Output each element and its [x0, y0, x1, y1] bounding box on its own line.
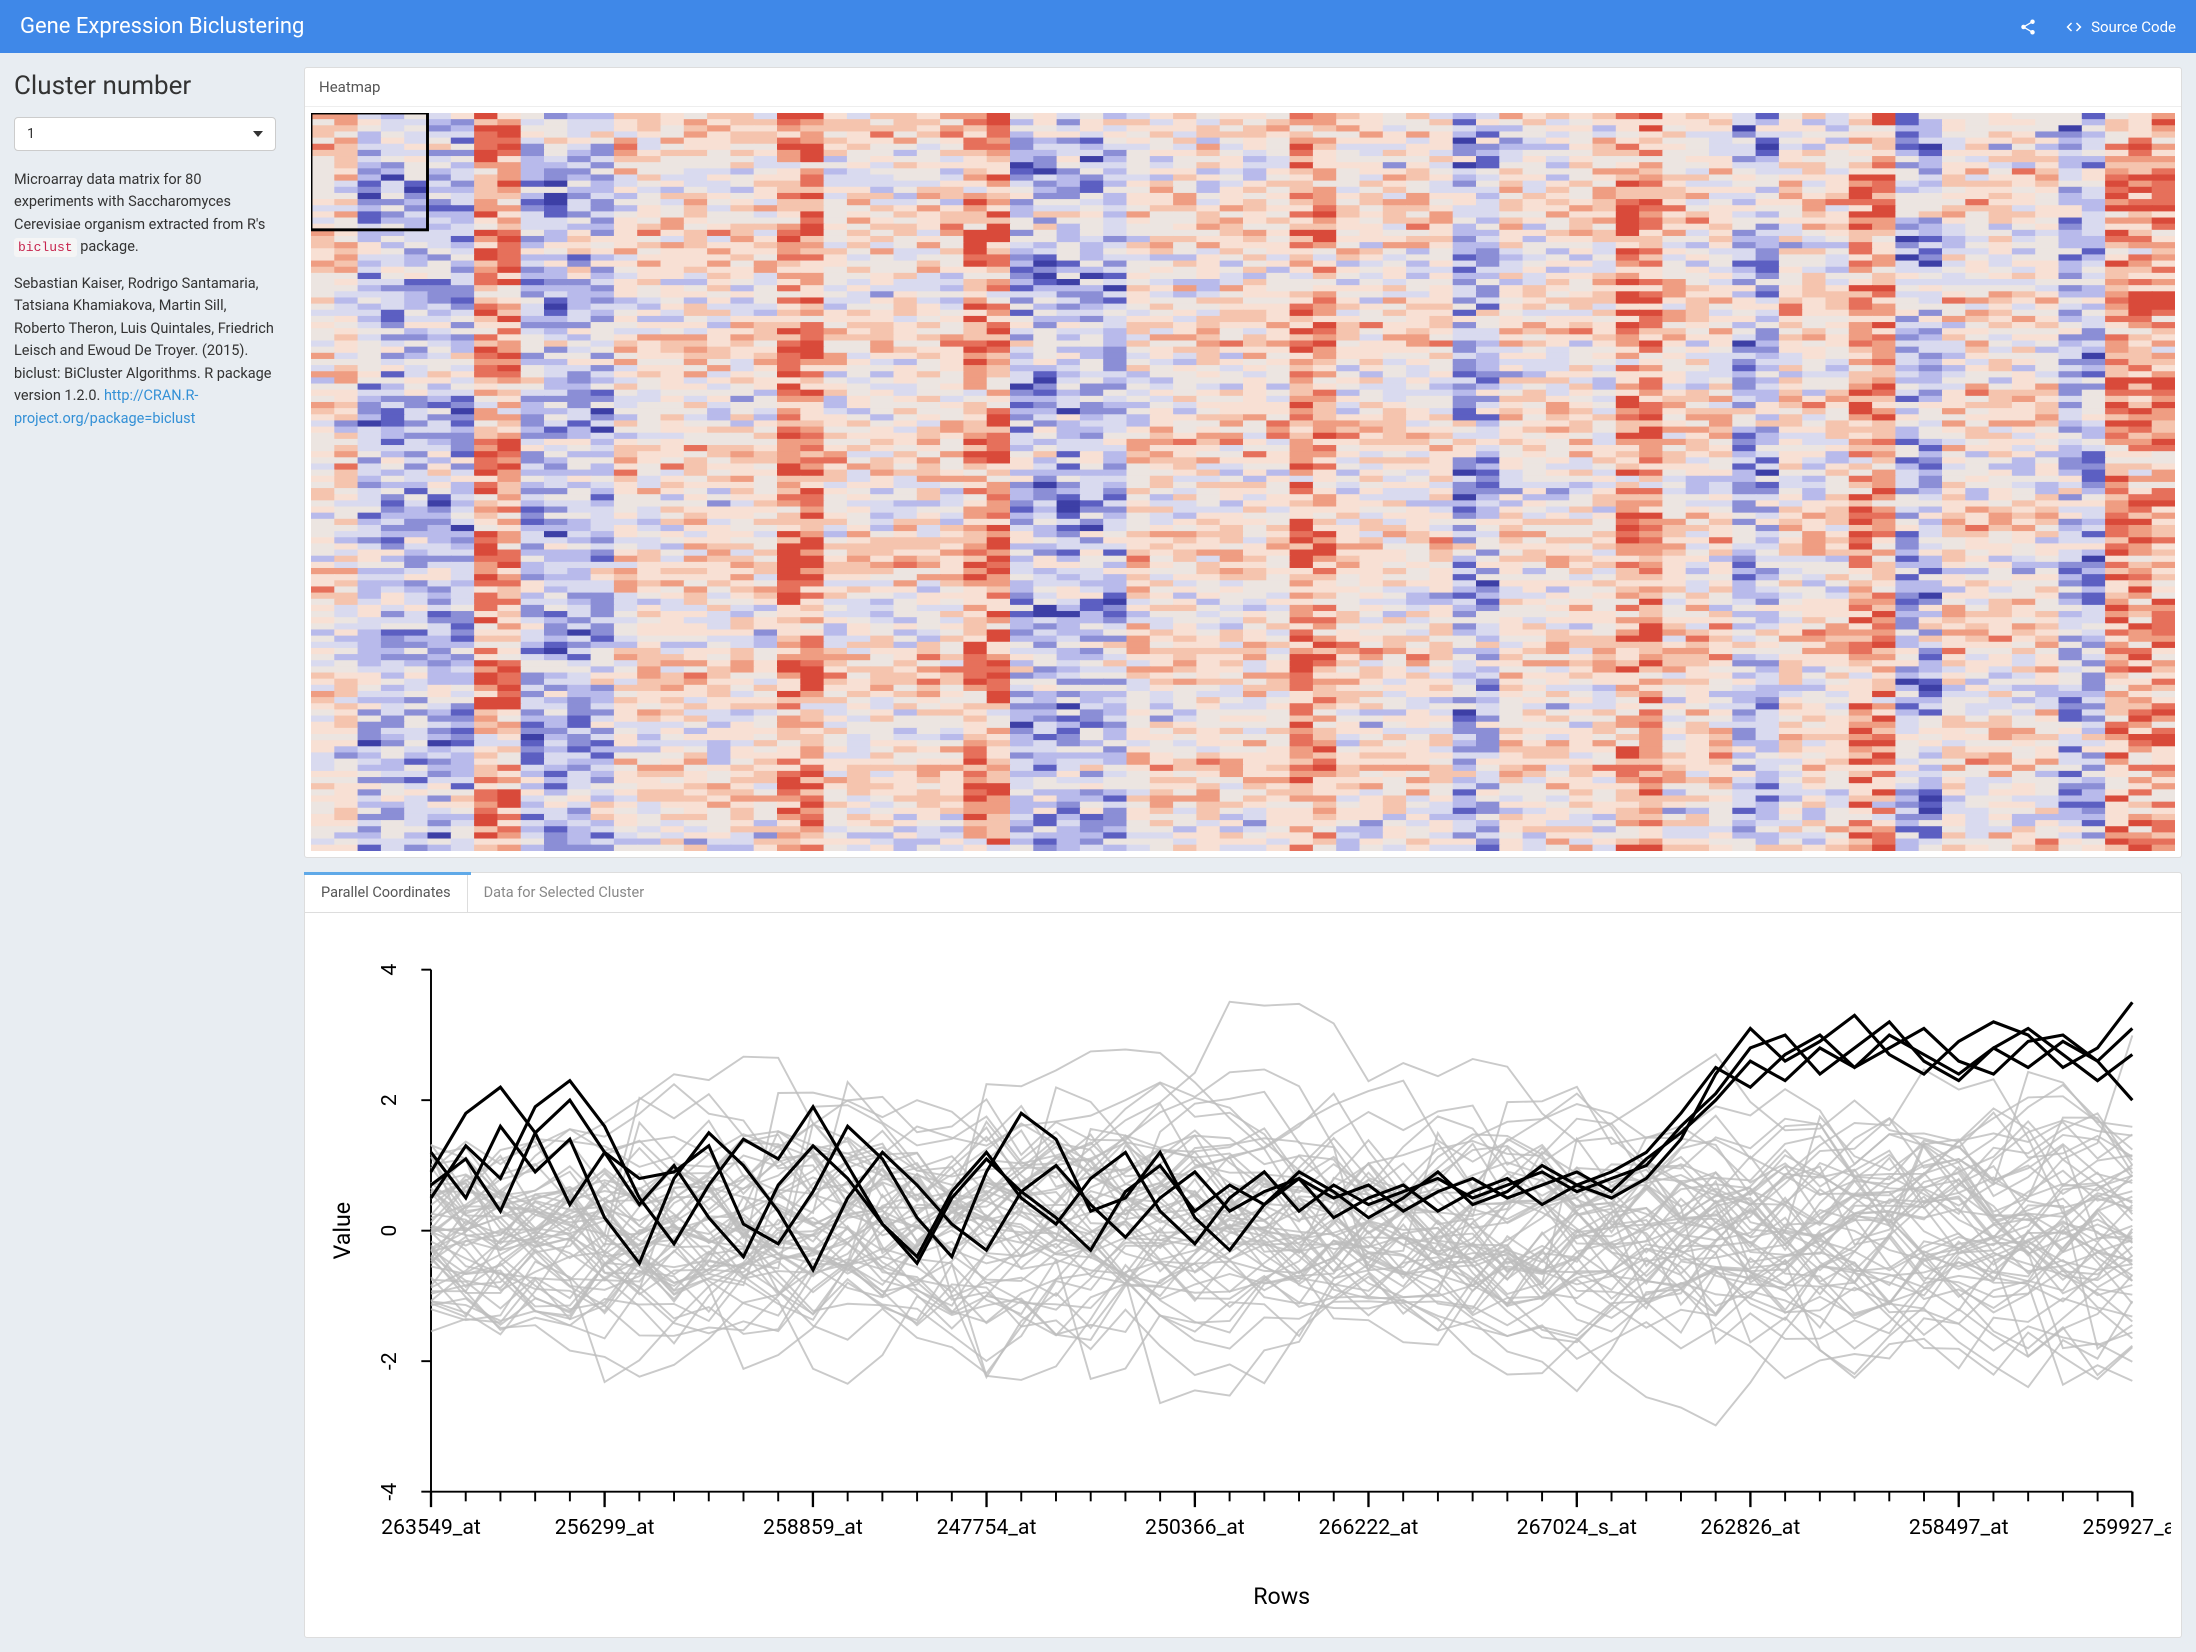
share-button[interactable] — [2019, 18, 2037, 36]
share-icon — [2019, 18, 2037, 36]
tabs-panel: Parallel Coordinates Data for Selected C… — [304, 872, 2182, 1638]
chevron-down-icon — [253, 131, 263, 137]
sidebar-heading: Cluster number — [14, 71, 276, 101]
heatmap-panel: Heatmap — [304, 67, 2182, 858]
tab-data-selected-cluster[interactable]: Data for Selected Cluster — [468, 873, 661, 912]
tab-parallel-coordinates[interactable]: Parallel Coordinates — [305, 873, 468, 912]
sidebar-description: Microarray data matrix for 80 experiment… — [14, 169, 276, 259]
tabs-bar: Parallel Coordinates Data for Selected C… — [305, 873, 2181, 913]
source-code-label: Source Code — [2091, 18, 2176, 36]
sidebar-citation: Sebastian Kaiser, Rodrigo Santamaria, Ta… — [14, 273, 276, 430]
code-icon — [2065, 18, 2083, 36]
main-content: Heatmap Parallel Coordinates Data for Se… — [290, 53, 2196, 1652]
code-snippet: biclust — [14, 238, 77, 257]
sidebar: Cluster number 1 Microarray data matrix … — [0, 53, 290, 1652]
heatmap-title: Heatmap — [305, 68, 2181, 107]
heatmap-chart[interactable] — [311, 113, 2175, 851]
cluster-select[interactable]: 1 — [14, 117, 276, 151]
tab-content: -4-2024263549_at256299_at258859_at247754… — [305, 913, 2181, 1637]
app-header: Gene Expression Biclustering Source Code — [0, 0, 2196, 53]
parallel-coordinates-chart[interactable]: -4-2024263549_at256299_at258859_at247754… — [315, 931, 2171, 1627]
cluster-select-value: 1 — [27, 126, 35, 142]
app-title: Gene Expression Biclustering — [20, 14, 304, 39]
header-actions: Source Code — [2019, 18, 2176, 36]
source-code-button[interactable]: Source Code — [2065, 18, 2176, 36]
